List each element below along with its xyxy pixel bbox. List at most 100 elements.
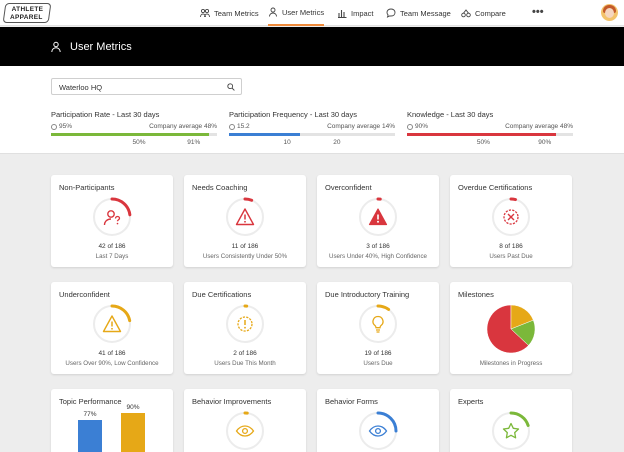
warning-icon xyxy=(102,315,122,333)
metric-bar xyxy=(51,133,209,136)
metric-average: Company average 14% xyxy=(327,123,395,130)
card-title: Behavior Improvements xyxy=(192,397,272,406)
clock-icon xyxy=(51,123,57,130)
page-header: User Metrics xyxy=(0,27,624,66)
progress-arc xyxy=(491,411,531,451)
card-subtitle: Users Under 40%, High Confidence xyxy=(328,253,428,260)
metric-card-behavior-forms[interactable]: Behavior Forms xyxy=(317,389,439,452)
search-value: Waterloo HQ xyxy=(59,83,103,92)
topic-bar-label: 77% xyxy=(83,410,97,418)
metric-card-due-introductory-training[interactable]: Due Introductory Training 19 of 186 Users … xyxy=(317,282,439,374)
brand-line-2: APPAREL xyxy=(10,13,43,21)
card-title: Overconfident xyxy=(325,183,372,192)
metric-card-overconfident[interactable]: Overconfident 3 of 186 Users Under 40%, Hi… xyxy=(317,175,439,267)
metric-tick: 50% xyxy=(476,138,490,146)
nav-label: Compare xyxy=(475,8,506,18)
card-subtitle: Users Due xyxy=(363,360,393,367)
progress-arc xyxy=(92,304,132,344)
card-title: Non-Participants xyxy=(59,183,115,192)
user-question-icon xyxy=(103,210,121,226)
card-count: 19 of 186 xyxy=(364,350,392,357)
card-count: 8 of 186 xyxy=(499,243,523,250)
certificate-alert-icon xyxy=(237,316,253,332)
chat-icon xyxy=(386,8,396,18)
avatar[interactable] xyxy=(601,4,618,21)
nav-impact[interactable]: Impact xyxy=(337,0,374,26)
metric-card-topic-performance[interactable]: Topic Performance 77% 90% xyxy=(51,389,173,452)
search-icon[interactable] xyxy=(227,83,235,91)
card-title: Experts xyxy=(458,397,484,406)
star-icon xyxy=(502,422,520,439)
eye-icon xyxy=(235,425,255,437)
metric-bar xyxy=(229,133,301,136)
metric-card-overdue-certifications[interactable]: Overdue Certifications 8 of 186 Users Past… xyxy=(450,175,572,267)
metric-card-behavior-improvements[interactable]: Behavior Improvements xyxy=(184,389,306,452)
metric-card-due-certifications[interactable]: Due Certifications 2 of 186 Users Due This… xyxy=(184,282,306,374)
card-count: 11 of 186 xyxy=(231,243,259,250)
metric-value: 95% xyxy=(59,123,73,130)
progress-ring xyxy=(491,411,531,451)
card-title: Milestones xyxy=(458,290,494,299)
clock-icon xyxy=(407,123,413,130)
progress-arc xyxy=(225,304,265,344)
progress-arc xyxy=(92,197,132,237)
progress-ring xyxy=(225,197,265,237)
card-title: Needs Coaching xyxy=(192,183,248,192)
metric-participation-frequency: Participation Frequency - Last 30 days 1… xyxy=(229,110,395,150)
progress-arc xyxy=(225,197,265,237)
summary-band: Waterloo HQ Participation Rate - Last 30… xyxy=(0,66,624,154)
progress-ring xyxy=(92,197,132,237)
topic-bar xyxy=(121,413,145,452)
card-subtitle: Last 7 Days xyxy=(95,253,129,260)
card-subtitle: Users Due This Month xyxy=(214,360,276,367)
metric-card-needs-coaching[interactable]: Needs Coaching 11 of 186 Users Consistentl… xyxy=(184,175,306,267)
card-subtitle: Users Consistently Under 50% xyxy=(202,253,288,260)
progress-ring xyxy=(225,411,265,451)
compare-icon xyxy=(461,9,471,18)
metric-title: Participation Rate - Last 30 days xyxy=(51,110,160,119)
nav-team-message[interactable]: Team Message xyxy=(386,0,451,26)
progress-ring xyxy=(92,304,132,344)
clock-icon xyxy=(229,123,235,130)
more-menu-icon[interactable]: ••• xyxy=(532,6,544,18)
metric-tick: 10 xyxy=(283,138,291,146)
brand-line-1: ATHLETE xyxy=(11,6,44,13)
metric-card-underconfident[interactable]: Underconfident 41 of 186 Users Over 90%, L… xyxy=(51,282,173,374)
metric-card-experts[interactable]: Experts xyxy=(450,389,572,452)
nav-label: Team Message xyxy=(400,8,451,18)
metric-card-non-participants[interactable]: Non-Participants 42 of 186 Last 7 Days xyxy=(51,175,173,267)
card-count: 3 of 186 xyxy=(366,243,390,250)
user-icon xyxy=(51,41,61,52)
team-icon xyxy=(200,8,210,18)
card-title: Overdue Certifications xyxy=(458,183,533,192)
page-title: User Metrics xyxy=(70,40,132,53)
metric-card-milestones[interactable]: Milestones Milestones in Progress xyxy=(450,282,572,374)
metric-value: 90% xyxy=(415,123,429,130)
brand-logo[interactable]: ATHLETE APPAREL xyxy=(2,3,52,23)
metric-bar xyxy=(407,133,557,136)
location-search-input[interactable]: Waterloo HQ xyxy=(51,78,242,95)
topic-bar xyxy=(78,419,102,452)
pie-slice xyxy=(487,305,529,353)
nav-user-metrics[interactable]: User Metrics xyxy=(268,0,325,26)
nav-label: Impact xyxy=(351,8,374,18)
progress-ring xyxy=(225,304,265,344)
metric-title: Knowledge - Last 30 days xyxy=(407,110,494,119)
progress-arc xyxy=(358,197,398,237)
bar-chart-icon xyxy=(338,10,347,18)
card-title: Due Introductory Training xyxy=(325,290,410,299)
warning-filled-icon xyxy=(368,208,388,226)
metric-tick: 91% xyxy=(187,138,201,146)
metric-knowledge: Knowledge - Last 30 days 90% Company ave… xyxy=(407,110,573,150)
nav-team-metrics[interactable]: Team Metrics xyxy=(200,0,259,26)
nav-compare[interactable]: Compare xyxy=(461,0,506,26)
progress-arc xyxy=(491,197,531,237)
certificate-x-icon xyxy=(503,209,519,225)
card-title: Underconfident xyxy=(59,290,110,299)
metric-tick: 20 xyxy=(333,138,341,146)
progress-ring xyxy=(358,197,398,237)
metric-title: Participation Frequency - Last 30 days xyxy=(229,110,357,119)
card-subtitle: Users Over 90%, Low Confidence xyxy=(65,360,159,367)
metric-tick: 50% xyxy=(132,138,146,146)
card-count: 2 of 186 xyxy=(233,350,257,357)
